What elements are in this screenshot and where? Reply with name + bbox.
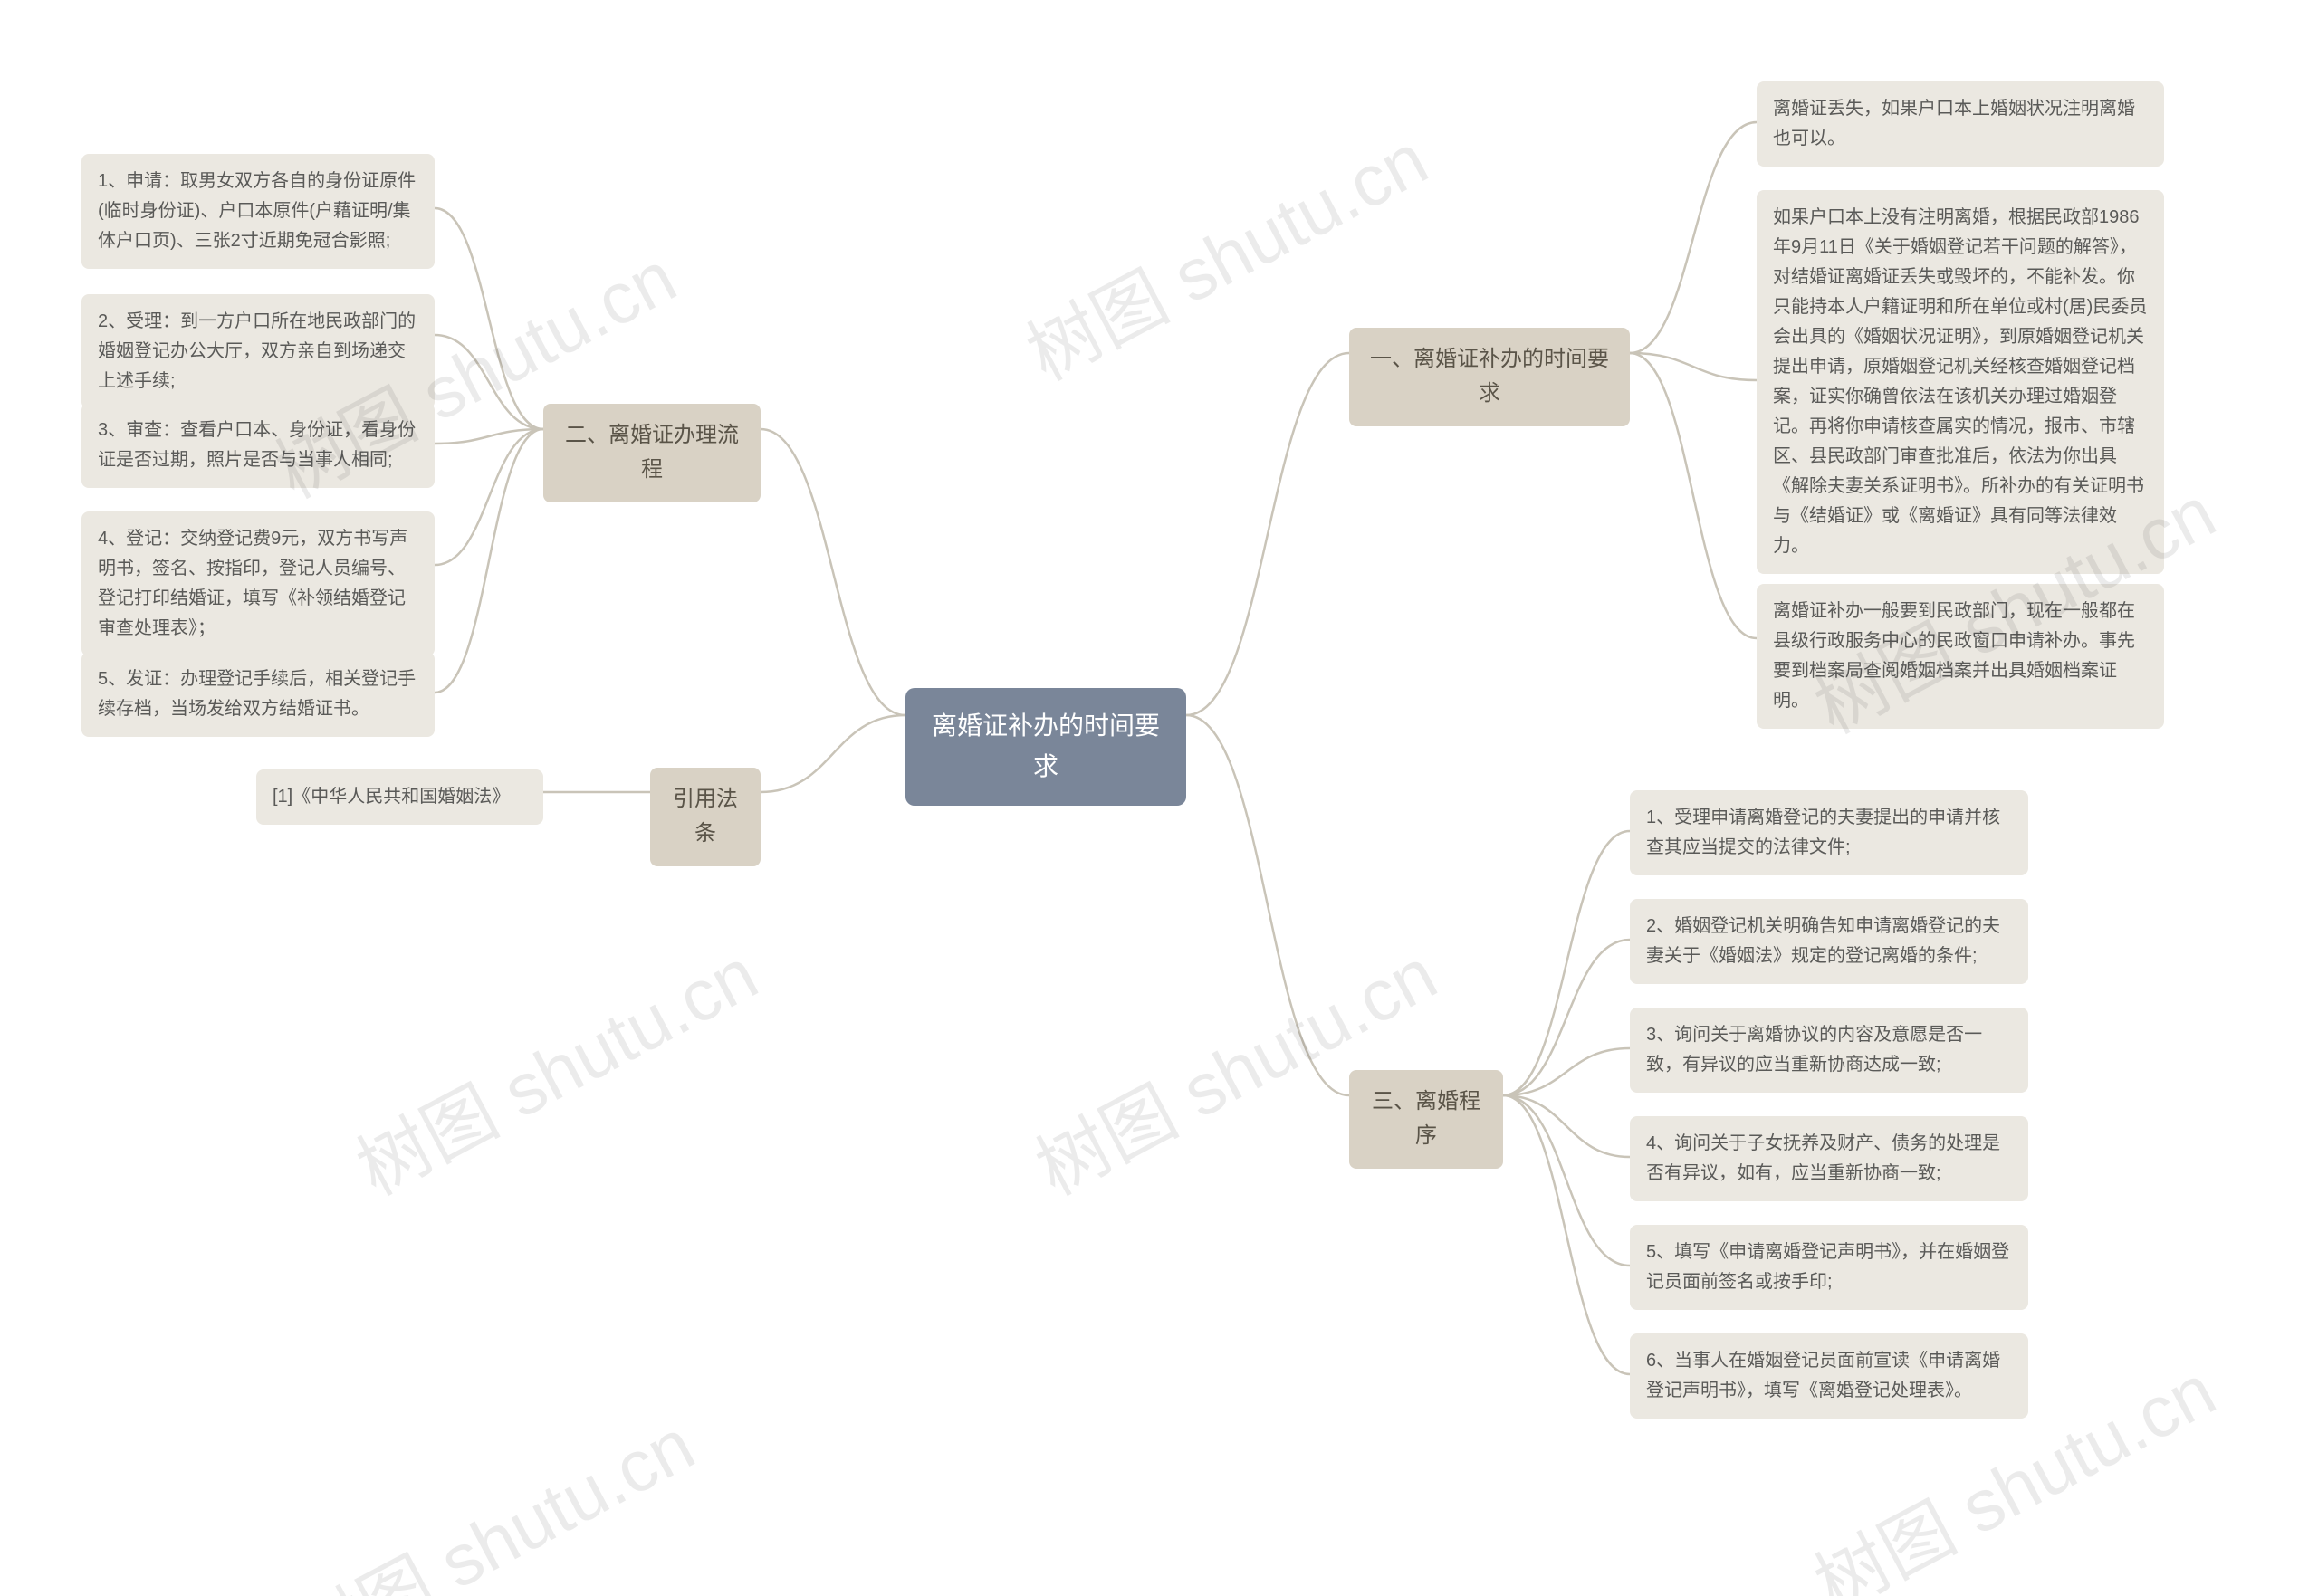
leaf-process-5: 5、发证：办理登记手续后，相关登记手续存档，当场发给双方结婚证书。 bbox=[81, 652, 435, 737]
branch-time-req: 一、离婚证补办的时间要求 bbox=[1349, 328, 1630, 426]
root-node: 离婚证补办的时间要求 bbox=[905, 688, 1186, 806]
branch-citation: 引用法条 bbox=[650, 768, 761, 866]
branch-process: 二、离婚证办理流程 bbox=[543, 404, 761, 502]
leaf-time-2: 如果户口本上没有注明离婚，根据民政部1986年9月11日《关于婚姻登记若干问题的… bbox=[1757, 190, 2164, 574]
leaf-proc-3: 3、询问关于离婚协议的内容及意愿是否一致，有异议的应当重新协商达成一致; bbox=[1630, 1008, 2028, 1093]
leaf-proc-4: 4、询问关于子女抚养及财产、债务的处理是否有异议，如有，应当重新协商一致; bbox=[1630, 1116, 2028, 1201]
leaf-process-1: 1、申请：取男女双方各自的身份证原件(临时身份证)、户口本原件(户藉证明/集体户… bbox=[81, 154, 435, 269]
leaf-time-3: 离婚证补办一般要到民政部门，现在一般都在县级行政服务中心的民政窗口申请补办。事先… bbox=[1757, 584, 2164, 729]
watermark: 树图 shutu.cn bbox=[1015, 917, 1451, 1216]
leaf-process-4: 4、登记：交纳登记费9元，双方书写声明书，签名、按指印，登记人员编号、登记打印结… bbox=[81, 511, 435, 656]
leaf-process-3: 3、审查：查看户口本、身份证，看身份证是否过期，照片是否与当事人相同; bbox=[81, 403, 435, 488]
leaf-proc-1: 1、受理申请离婚登记的夫妻提出的申请并核查其应当提交的法律文件; bbox=[1630, 790, 2028, 875]
branch-divorce-proc: 三、离婚程序 bbox=[1349, 1070, 1503, 1169]
watermark: 树图 shutu.cn bbox=[273, 1388, 709, 1596]
leaf-time-1: 离婚证丢失，如果户口本上婚姻状况注明离婚也可以。 bbox=[1757, 81, 2164, 167]
leaf-citation-1: [1]《中华人民共和国婚姻法》 bbox=[256, 769, 543, 825]
leaf-process-2: 2、受理：到一方户口所在地民政部门的婚姻登记办公大厅，双方亲自到场递交上述手续; bbox=[81, 294, 435, 409]
watermark: 树图 shutu.cn bbox=[336, 917, 772, 1216]
leaf-proc-5: 5、填写《申请离婚登记声明书》，并在婚姻登记员面前签名或按手印; bbox=[1630, 1225, 2028, 1310]
leaf-proc-6: 6、当事人在婚姻登记员面前宣读《申请离婚登记声明书》，填写《离婚登记处理表》。 bbox=[1630, 1333, 2028, 1419]
leaf-proc-2: 2、婚姻登记机关明确告知申请离婚登记的夫妻关于《婚姻法》规定的登记离婚的条件; bbox=[1630, 899, 2028, 984]
